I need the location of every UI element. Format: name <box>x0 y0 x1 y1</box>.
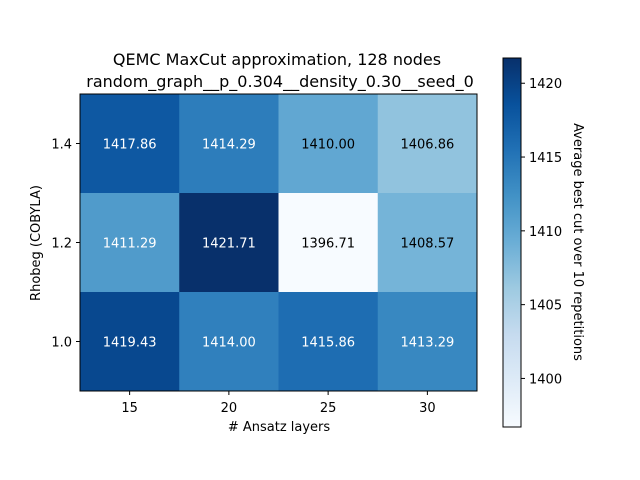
y-axis-label: Rhobeg (COBYLA) <box>29 185 44 301</box>
cell-value-label: 1415.86 <box>301 336 355 351</box>
heatmap-cell <box>377 193 478 293</box>
heatmap-cell <box>80 94 180 194</box>
colorbar-tick-label: 1405 <box>529 299 562 314</box>
heatmap-cell <box>278 193 379 293</box>
colorbar-tick-label: 1400 <box>529 372 562 387</box>
cell-value-label: 1413.29 <box>400 336 454 351</box>
colorbar-label: Average best cut over 10 repetitions <box>570 123 585 361</box>
heatmap-cell <box>80 193 180 293</box>
heatmap-cell <box>179 292 279 392</box>
y-tick-label: 1.2 <box>51 237 72 252</box>
chart-title-line1: QEMC MaxCut approximation, 128 nodes <box>113 50 441 69</box>
colorbar-tick-label: 1420 <box>529 77 562 92</box>
heatmap-cell <box>80 292 180 392</box>
x-tick-label: 15 <box>121 401 138 416</box>
x-tick-label: 30 <box>419 401 436 416</box>
y-tick-label: 1.0 <box>51 336 72 351</box>
x-tick-label: 25 <box>320 401 337 416</box>
heatmap-cell <box>278 292 379 392</box>
heatmap-cell <box>377 292 478 392</box>
x-tick-label: 20 <box>221 401 238 416</box>
colorbar-tick-label: 1415 <box>529 151 562 166</box>
y-axis-ticks: 1.4 1.2 1.0 <box>51 138 80 351</box>
cell-value-label: 1406.86 <box>400 138 454 153</box>
cell-value-label: 1411.29 <box>103 237 157 252</box>
cell-value-label: 1417.86 <box>103 138 157 153</box>
heatmap-cell <box>179 94 279 194</box>
cell-value-label: 1414.29 <box>202 138 256 153</box>
heatmap-cell-labels: 1417.86 1414.29 1410.00 1406.86 1411.29 1421.… <box>103 138 455 351</box>
heatmap-cell <box>179 193 279 293</box>
heatmap-cell <box>278 94 379 194</box>
colorbar-tick-label: 1410 <box>529 225 562 240</box>
chart-title-line2: random_graph__p_0.304__density_0.30__see… <box>86 72 474 92</box>
x-axis-label: # Ansatz layers <box>228 420 331 435</box>
cell-value-label: 1414.00 <box>202 336 256 351</box>
colorbar <box>502 57 522 428</box>
x-axis-ticks: 15 20 25 30 <box>121 391 436 416</box>
cell-value-label: 1410.00 <box>301 138 355 153</box>
cell-value-label: 1421.71 <box>202 237 256 252</box>
heatmap-cell <box>377 94 478 194</box>
colorbar-ticks: 1400 1405 1410 1415 1420 <box>521 77 562 387</box>
y-tick-label: 1.4 <box>51 138 72 153</box>
cell-value-label: 1419.43 <box>103 336 157 351</box>
heatmap-cells <box>80 94 478 392</box>
cell-value-label: 1396.71 <box>301 237 355 252</box>
cell-value-label: 1408.57 <box>400 237 454 252</box>
